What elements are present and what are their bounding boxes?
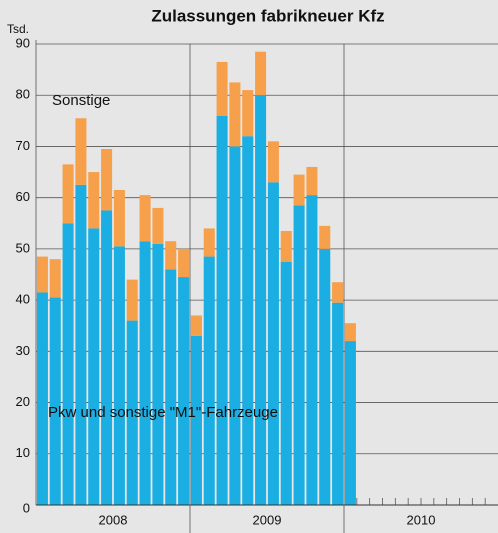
bar-segment	[319, 248, 331, 505]
bar-segment	[344, 323, 356, 342]
y-tick-label: 0	[23, 500, 30, 515]
bar-segment	[267, 141, 279, 183]
bar-segment	[75, 118, 87, 185]
bar-segment	[178, 248, 190, 278]
bar-segment	[49, 297, 61, 505]
bar-segment	[255, 95, 267, 505]
bar-segment	[139, 195, 151, 242]
bar-segment	[165, 269, 177, 505]
y-tick-label: 90	[16, 35, 30, 50]
y-tick-label: 70	[16, 138, 30, 153]
y-tick-label: 10	[16, 445, 30, 460]
bar-segment	[88, 172, 100, 229]
bar-segment	[113, 189, 125, 247]
year-label: 2009	[253, 512, 282, 527]
y-tick-label: 20	[16, 394, 30, 409]
bar-segment	[255, 51, 267, 96]
y-tick-label: 40	[16, 292, 30, 307]
year-label: 2010	[407, 512, 436, 527]
bar-segment	[75, 184, 87, 505]
y-unit: Tsd.	[7, 22, 29, 36]
y-tick-label: 30	[16, 343, 30, 358]
bar-segment	[101, 210, 113, 505]
bar-segment	[190, 315, 202, 336]
y-tick-label: 50	[16, 240, 30, 255]
bar-segment	[319, 225, 331, 249]
bar-segment	[152, 207, 164, 244]
bar-segment	[165, 241, 177, 270]
bar-segment	[306, 166, 318, 196]
bar-segment	[280, 261, 292, 505]
series-label: Pkw und sonstige "M1"-Fahrzeuge	[48, 404, 278, 421]
bar-segment	[126, 279, 138, 321]
bar-segment	[203, 256, 215, 505]
y-tick-label: 80	[16, 87, 30, 102]
bar-segment	[49, 259, 61, 298]
bar-segment	[332, 282, 344, 303]
bar-segment	[293, 174, 305, 206]
bar-segment	[36, 292, 48, 505]
bar-segment	[190, 335, 202, 505]
bar-segment	[344, 341, 356, 505]
bar-segment	[216, 115, 228, 505]
y-tick-label: 60	[16, 189, 30, 204]
bar-segment	[88, 228, 100, 505]
chart-title: Zulassungen fabrikneuer Kfz	[151, 6, 384, 25]
bar-segment	[242, 136, 254, 505]
bar-segment	[152, 243, 164, 505]
bar-segment	[306, 195, 318, 505]
bar-segment	[267, 182, 279, 506]
bar-segment	[126, 320, 138, 505]
bar-segment	[280, 230, 292, 262]
year-label: 2008	[99, 512, 128, 527]
bar-segment	[293, 205, 305, 505]
bar-segment	[178, 277, 190, 505]
bar-segment	[216, 61, 228, 116]
bar-segment	[36, 256, 48, 293]
series-label: Sonstige	[52, 92, 110, 109]
bar-segment	[62, 223, 74, 505]
bar-segment	[62, 164, 74, 224]
bar-segment	[113, 246, 125, 506]
bar-segment	[229, 82, 241, 147]
bar-segment	[229, 146, 241, 505]
bar-segment	[101, 149, 113, 211]
bar-segment	[139, 241, 151, 505]
bar-segment	[203, 228, 215, 257]
bar-segment	[242, 90, 254, 137]
bar-segment	[332, 302, 344, 505]
